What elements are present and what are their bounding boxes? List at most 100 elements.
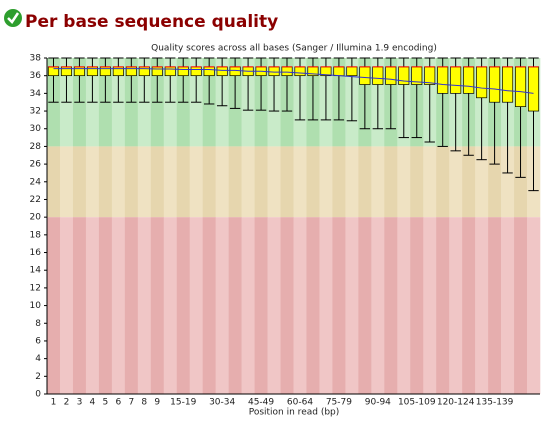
zone-stripe: [319, 146, 333, 218]
zone-stripe: [345, 146, 359, 218]
box: [424, 66, 436, 85]
box: [177, 66, 189, 77]
box: [216, 66, 228, 77]
box: [229, 66, 241, 77]
zone-stripe: [332, 146, 346, 218]
box: [346, 66, 358, 77]
zone-stripe: [397, 146, 411, 218]
zone-stripe: [306, 217, 320, 394]
y-tick-label: 18: [30, 230, 42, 240]
zone-stripe: [488, 217, 502, 394]
zone-stripe: [163, 217, 178, 394]
box: [385, 66, 397, 85]
zone-stripe: [137, 146, 152, 218]
y-tick-label: 28: [30, 142, 42, 152]
zone-stripe: [423, 146, 437, 218]
zone-stripe: [124, 217, 139, 394]
x-tick-label: 15-19: [170, 398, 196, 408]
zone-stripe: [410, 217, 424, 394]
zone-stripe: [358, 146, 372, 218]
x-tick-label: 7: [128, 398, 134, 408]
x-tick-label: 3: [77, 398, 83, 408]
y-tick-label: 6: [35, 336, 41, 346]
zone-stripe: [514, 217, 528, 394]
zone-stripe: [501, 217, 515, 394]
y-tick-label: 14: [30, 266, 42, 276]
zone-stripe: [202, 146, 216, 218]
zone-stripe: [72, 217, 87, 394]
box: [514, 66, 527, 107]
x-tick-label: 105-109: [398, 398, 436, 408]
zone-stripe: [59, 146, 74, 218]
box: [489, 66, 501, 103]
y-tick-label: 16: [30, 248, 42, 258]
box: [502, 66, 514, 103]
zone-stripe: [202, 217, 216, 394]
zone-stripe: [527, 217, 541, 394]
y-tick-label: 8: [35, 319, 41, 329]
zone-stripe: [150, 146, 165, 218]
y-tick-label: 20: [30, 213, 42, 223]
x-tick-label: 2: [64, 398, 70, 408]
y-tick-label: 32: [30, 107, 41, 117]
zone-stripe: [280, 146, 294, 218]
x-tick-label: 1: [51, 398, 57, 408]
zone-stripe: [124, 146, 139, 218]
box: [372, 66, 384, 85]
y-tick-label: 30: [30, 124, 42, 134]
zone-stripe: [332, 217, 346, 394]
zone-stripe: [436, 217, 450, 394]
zone-stripe: [501, 146, 515, 218]
y-tick-label: 36: [30, 71, 42, 81]
zone-stripe: [189, 217, 203, 394]
zone-stripe: [85, 146, 100, 218]
zone-stripe: [228, 217, 242, 394]
zone-stripe: [150, 217, 165, 394]
zone-stripe: [475, 146, 489, 218]
box: [359, 66, 371, 85]
x-tick-label: 4: [90, 398, 96, 408]
x-tick-label: 120-124: [437, 398, 475, 408]
x-tick-label: 45-49: [248, 398, 274, 408]
y-tick-label: 4: [35, 354, 41, 364]
zone-stripe: [306, 146, 320, 218]
y-tick-label: 38: [30, 54, 42, 64]
zone-stripe: [215, 146, 229, 218]
y-tick-label: 2: [35, 372, 41, 382]
zone-stripe: [371, 217, 385, 394]
y-tick-label: 34: [30, 89, 42, 99]
x-axis-label: Position in read (bp): [249, 408, 340, 418]
zone-stripe: [176, 146, 191, 218]
zone-stripe: [47, 217, 61, 394]
zone-stripe: [254, 146, 268, 218]
box: [450, 66, 462, 94]
zone-stripe: [280, 217, 294, 394]
y-tick-label: 24: [30, 177, 42, 187]
zone-stripe: [267, 146, 281, 218]
box: [333, 66, 345, 77]
x-tick-label: 60-64: [287, 398, 313, 408]
box: [437, 66, 449, 94]
x-tick-label: 9: [154, 398, 160, 408]
x-tick-label: 75-79: [326, 398, 352, 408]
zone-stripe: [514, 146, 528, 218]
zone-stripe: [98, 146, 113, 218]
zone-stripe: [72, 146, 87, 218]
zone-stripe: [254, 217, 268, 394]
zone-stripe: [111, 146, 126, 218]
zone-stripe: [462, 217, 476, 394]
box: [190, 66, 202, 77]
x-tick-label: 5: [103, 398, 109, 408]
zone-stripe: [449, 217, 463, 394]
zone-stripe: [241, 146, 255, 218]
box: [151, 66, 163, 77]
zone-stripe: [475, 217, 489, 394]
mean-line: [53, 68, 534, 94]
box: [203, 66, 215, 77]
y-tick-label: 12: [30, 283, 41, 293]
x-tick-label: 135-139: [476, 398, 514, 408]
zone-stripe: [215, 217, 229, 394]
box: [164, 66, 176, 77]
x-tick-label: 6: [115, 398, 121, 408]
